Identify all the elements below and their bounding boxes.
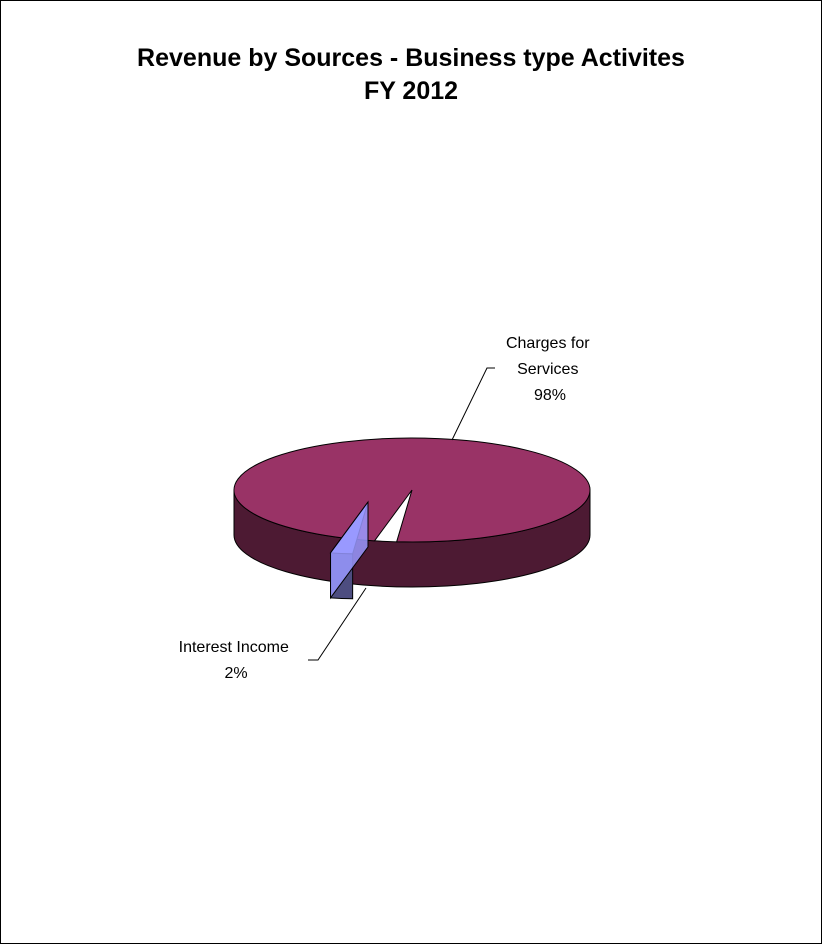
chart-subtitle: FY 2012 [363, 77, 459, 105]
data-label-interest-line-1: Interest Income [179, 639, 289, 656]
chart-title: Revenue by Sources - Business type Activ… [0, 42, 822, 108]
data-label-charges-line-1: Charges for [506, 335, 590, 352]
slice-interest-income-face [330, 500, 369, 600]
slice-charges-for-services [233, 437, 591, 543]
leader-line-interest-income [308, 587, 367, 661]
chart-title-line-1: Revenue by Sources - Business type Activ… [137, 44, 685, 72]
leader-line-charges-for-services [451, 367, 495, 441]
data-label-interest-income: Interest Income 2% [179, 639, 294, 682]
data-label-interest-value: 2% [224, 665, 247, 682]
data-label-charges-for-services: Charges for Services 98% [506, 335, 594, 404]
data-label-charges-value: 98% [534, 387, 566, 404]
data-label-charges-line-2: Services [517, 361, 578, 378]
